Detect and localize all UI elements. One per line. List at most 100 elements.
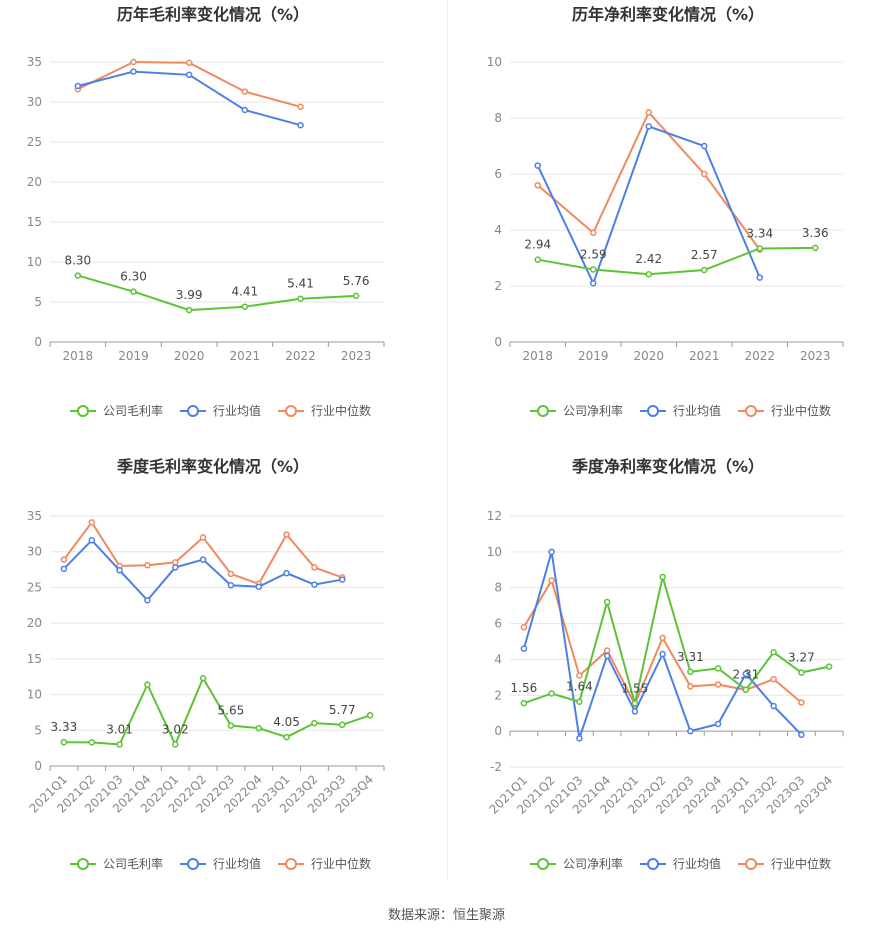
- data-point-company[interactable]: [116, 741, 123, 748]
- legend-item-avg[interactable]: 行业均值: [640, 856, 721, 871]
- data-point-avg[interactable]: [603, 652, 611, 660]
- data-point-avg[interactable]: [60, 565, 68, 573]
- data-point-company[interactable]: [199, 674, 207, 682]
- data-point-avg[interactable]: [742, 670, 750, 678]
- legend-item-avg[interactable]: 行业均值: [640, 403, 721, 418]
- data-point-median[interactable]: [659, 634, 666, 642]
- data-point-avg[interactable]: [659, 650, 666, 658]
- data-point-company[interactable]: [701, 266, 708, 274]
- data-point-avg[interactable]: [520, 645, 528, 652]
- data-point-avg[interactable]: [130, 68, 137, 75]
- data-point-company[interactable]: [144, 681, 151, 688]
- data-point-median[interactable]: [645, 109, 652, 116]
- data-point-median[interactable]: [144, 562, 151, 569]
- legend-item-company[interactable]: 公司净利率: [530, 403, 623, 418]
- legend-item-median[interactable]: 行业中位数: [738, 856, 831, 871]
- data-point-company[interactable]: [645, 270, 652, 278]
- data-point-median[interactable]: [576, 672, 583, 679]
- data-point-avg[interactable]: [297, 121, 304, 129]
- data-point-company[interactable]: [742, 686, 750, 693]
- data-point-avg[interactable]: [283, 569, 290, 577]
- data-point-company[interactable]: [366, 712, 374, 719]
- legend-item-company[interactable]: 公司毛利率: [70, 856, 163, 871]
- data-point-company[interactable]: [130, 288, 137, 295]
- data-point-avg[interactable]: [116, 567, 123, 574]
- data-point-company[interactable]: [659, 573, 666, 581]
- data-point-company[interactable]: [283, 733, 290, 741]
- data-point-avg[interactable]: [199, 556, 207, 563]
- data-point-avg[interactable]: [241, 106, 249, 114]
- legend-item-median[interactable]: 行业中位数: [278, 403, 371, 418]
- data-point-avg[interactable]: [590, 279, 597, 287]
- data-point-median[interactable]: [590, 229, 597, 237]
- data-point-median[interactable]: [687, 683, 694, 690]
- legend-item-avg[interactable]: 行业均值: [180, 856, 261, 871]
- data-point-company[interactable]: [590, 266, 597, 273]
- data-point-company[interactable]: [297, 295, 304, 302]
- data-point-company[interactable]: [714, 665, 722, 672]
- data-point-median[interactable]: [88, 519, 95, 526]
- data-point-median[interactable]: [770, 675, 777, 683]
- data-point-company[interactable]: [576, 698, 583, 705]
- legend-item-avg[interactable]: 行业均值: [180, 403, 261, 418]
- legend-item-company[interactable]: 公司净利率: [530, 856, 623, 871]
- data-point-company[interactable]: [227, 722, 235, 729]
- data-point-company[interactable]: [172, 741, 179, 748]
- data-point-median[interactable]: [701, 170, 708, 178]
- data-point-median[interactable]: [130, 58, 137, 66]
- data-point-avg[interactable]: [534, 162, 541, 169]
- data-point-median[interactable]: [714, 681, 722, 688]
- data-point-company[interactable]: [770, 649, 777, 656]
- data-point-company[interactable]: [756, 245, 763, 252]
- data-point-avg[interactable]: [798, 731, 805, 738]
- data-point-avg[interactable]: [770, 702, 777, 710]
- data-point-avg[interactable]: [74, 82, 82, 90]
- data-point-company[interactable]: [185, 306, 193, 314]
- data-point-avg[interactable]: [714, 720, 722, 728]
- data-point-avg[interactable]: [227, 582, 235, 589]
- data-point-company[interactable]: [548, 690, 555, 697]
- legend-item-median[interactable]: 行业中位数: [738, 403, 831, 418]
- data-point-avg[interactable]: [687, 727, 694, 735]
- data-point-company[interactable]: [798, 669, 805, 676]
- data-point-avg[interactable]: [88, 537, 95, 544]
- data-point-company[interactable]: [603, 598, 611, 606]
- data-point-company[interactable]: [631, 700, 639, 707]
- data-point-avg[interactable]: [631, 708, 639, 715]
- data-point-median[interactable]: [283, 531, 290, 538]
- data-point-median[interactable]: [185, 59, 193, 67]
- data-point-avg[interactable]: [548, 548, 555, 556]
- data-point-company[interactable]: [534, 256, 541, 263]
- data-point-company[interactable]: [60, 738, 68, 746]
- data-point-avg[interactable]: [255, 583, 262, 590]
- data-point-company[interactable]: [687, 668, 694, 676]
- data-point-company[interactable]: [88, 739, 95, 746]
- data-point-median[interactable]: [534, 181, 541, 189]
- legend-item-company[interactable]: 公司毛利率: [70, 403, 163, 418]
- data-point-median[interactable]: [548, 577, 555, 584]
- data-point-avg[interactable]: [576, 735, 583, 742]
- data-point-avg[interactable]: [756, 274, 763, 281]
- data-point-company[interactable]: [352, 292, 360, 300]
- data-point-avg[interactable]: [701, 142, 708, 150]
- data-point-company[interactable]: [520, 699, 528, 707]
- data-point-avg[interactable]: [311, 581, 318, 588]
- data-point-company[interactable]: [241, 303, 249, 310]
- data-point-median[interactable]: [603, 647, 611, 654]
- data-point-company[interactable]: [339, 721, 346, 729]
- data-point-median[interactable]: [311, 564, 318, 571]
- data-point-company[interactable]: [311, 719, 318, 727]
- data-point-avg[interactable]: [339, 576, 346, 583]
- data-point-median[interactable]: [241, 88, 249, 95]
- legend-item-median[interactable]: 行业中位数: [278, 856, 371, 871]
- data-point-median[interactable]: [798, 699, 805, 706]
- data-point-avg[interactable]: [645, 123, 652, 130]
- data-point-median[interactable]: [227, 570, 235, 578]
- data-point-company[interactable]: [812, 244, 819, 252]
- data-point-avg[interactable]: [172, 564, 179, 571]
- data-point-avg[interactable]: [144, 597, 151, 604]
- data-point-median[interactable]: [297, 103, 304, 111]
- data-point-median[interactable]: [199, 534, 207, 541]
- data-point-avg[interactable]: [185, 71, 193, 79]
- data-point-company[interactable]: [825, 663, 833, 670]
